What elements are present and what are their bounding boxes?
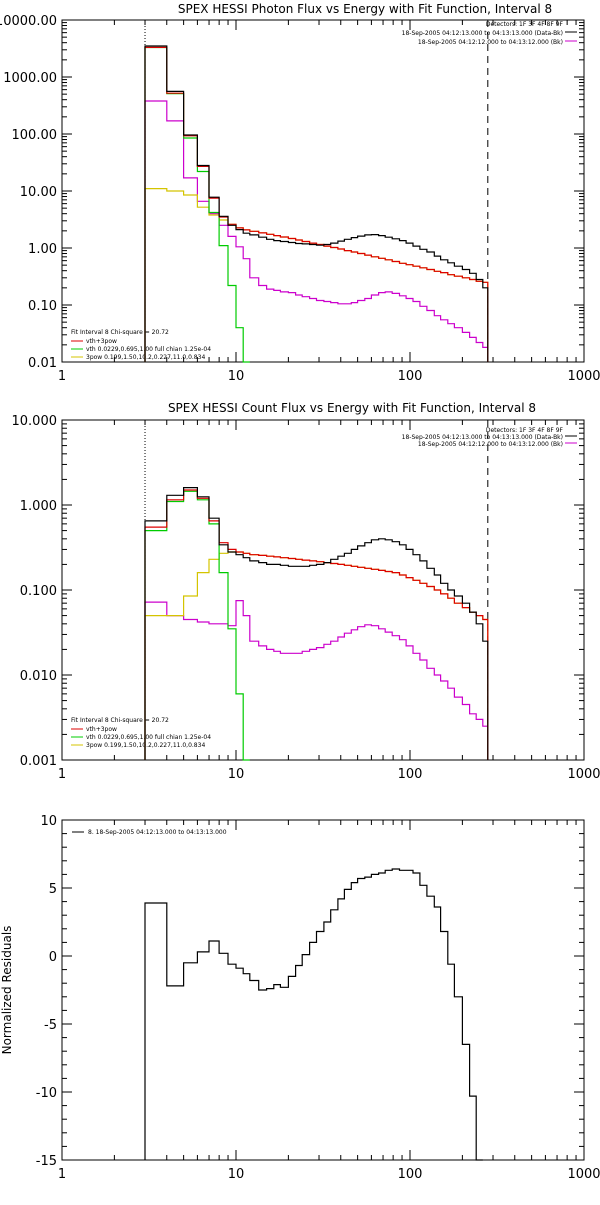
photon-y-tick-label: 1.00 <box>28 242 57 257</box>
count-x-tick-label: 1000 <box>567 767 600 782</box>
photon-axes-frame <box>62 20 584 362</box>
count-bk-interval-text: 18-Sep-2005 04:12:12.000 to 04:13:12.000… <box>418 441 563 448</box>
photon-bk-interval-text: 18-Sep-2005 04:12:12.000 to 04:13:12.000… <box>418 39 563 46</box>
photon-detectors-text: Detectors: 1F 3F 4F 8F 9F <box>486 21 564 28</box>
photon-x-tick-label: 1 <box>58 369 66 384</box>
residuals-x-tick-label: 100 <box>398 1167 423 1182</box>
photon-y-tick-label: 100.00 <box>12 128 58 143</box>
photon-series-power-law <box>145 189 488 362</box>
residuals-y-tick-label: 0 <box>49 950 57 965</box>
photon-y-tick-label: 10000.00 <box>0 14 57 29</box>
count-x-tick-label: 100 <box>398 767 423 782</box>
residuals-axes-frame <box>62 820 584 1160</box>
photon-x-tick-label: 1000 <box>567 369 600 384</box>
count-series-power-law <box>145 552 488 760</box>
residuals-x-tick-label: 1000 <box>567 1167 600 1182</box>
photon-y-tick-label: 10.00 <box>20 185 57 200</box>
residuals-legend-text: 8. 18-Sep-2005 04:12:13.000 to 04:13:13.… <box>88 829 227 836</box>
photon-fit-info-text: Fit Interval 8 Chi-square = 20.72 <box>71 329 169 336</box>
photon-y-tick-label: 0.10 <box>28 299 57 314</box>
count-y-tick-label: 0.001 <box>20 754 57 769</box>
count-flux-panel: SPEX HESSI Count Flux vs Energy with Fit… <box>12 401 600 782</box>
photon-legend-thermal: vth 0.0229,0.695,1.00 full chian 1.25e-0… <box>86 346 211 353</box>
photon-flux-panel: SPEX HESSI Photon Flux vs Energy with Fi… <box>0 2 600 384</box>
residuals-y-axis-label: Normalized Residuals <box>0 926 14 1055</box>
count-series-fit-total <box>145 490 488 760</box>
count-detectors-text: Detectors: 1F 3F 4F 8F 9F <box>486 427 564 434</box>
photon-y-tick-label: 0.01 <box>28 356 57 371</box>
photon-data-interval-text: 18-Sep-2005 04:12:13.000 to 04:13:13.000… <box>402 30 563 37</box>
residuals-x-tick-label: 1 <box>58 1167 66 1182</box>
photon-series-total <box>145 46 488 362</box>
photon-legend-power-law: 3pow 0.199,1.50,10.2,0.227,11.0,0.834 <box>86 354 205 361</box>
photon-series-background-spectrum <box>145 101 488 362</box>
count-data-interval-text: 18-Sep-2005 04:12:13.000 to 04:13:13.000… <box>402 434 563 441</box>
residuals-y-tick-label: -15 <box>36 1154 57 1169</box>
count-x-tick-label: 10 <box>228 767 245 782</box>
residuals-y-tick-label: 10 <box>40 814 57 829</box>
residuals-plot: 1 10 100 1000 -15 -10 -5 0 5 10 <box>36 814 600 1182</box>
count-axes-frame <box>62 420 584 760</box>
photon-series-fit-total <box>145 47 488 362</box>
count-flux-title: SPEX HESSI Count Flux vs Energy with Fit… <box>168 401 536 415</box>
count-fit-info-text: Fit Interval 8 Chi-square = 20.72 <box>71 717 169 724</box>
count-series-total <box>145 488 488 760</box>
count-legend-power-law: 3pow 0.199,1.50,10.2,0.227,11.0,0.834 <box>86 742 205 749</box>
count-x-tick-label: 1 <box>58 767 66 782</box>
residuals-y-tick-label: -10 <box>36 1086 57 1101</box>
count-legend-fit-total: vth+3pow <box>86 726 117 733</box>
count-y-tick-label: 1.000 <box>20 499 57 514</box>
residuals-y-tick-label: 5 <box>49 882 57 897</box>
photon-flux-title: SPEX HESSI Photon Flux vs Energy with Fi… <box>178 2 552 16</box>
photon-legend-fit-total: vth+3pow <box>86 338 117 345</box>
count-y-tick-label: 10.000 <box>12 414 58 429</box>
count-legend-thermal: vth 0.0229,0.695,1.00 full chian 1.25e-0… <box>86 734 211 741</box>
count-y-tick-label: 0.010 <box>20 669 57 684</box>
residuals-panel: Normalized Residuals 8. 18-Sep-2005 04:1… <box>0 814 600 1182</box>
photon-x-tick-label: 100 <box>398 369 423 384</box>
count-y-tick-label: 0.100 <box>20 584 57 599</box>
photon-y-tick-label: 1000.00 <box>3 71 57 86</box>
residuals-y-tick-label: -5 <box>44 1018 57 1033</box>
residuals-x-tick-label: 10 <box>228 1167 245 1182</box>
residuals-series-total <box>145 869 483 1160</box>
photon-x-tick-label: 10 <box>228 369 245 384</box>
